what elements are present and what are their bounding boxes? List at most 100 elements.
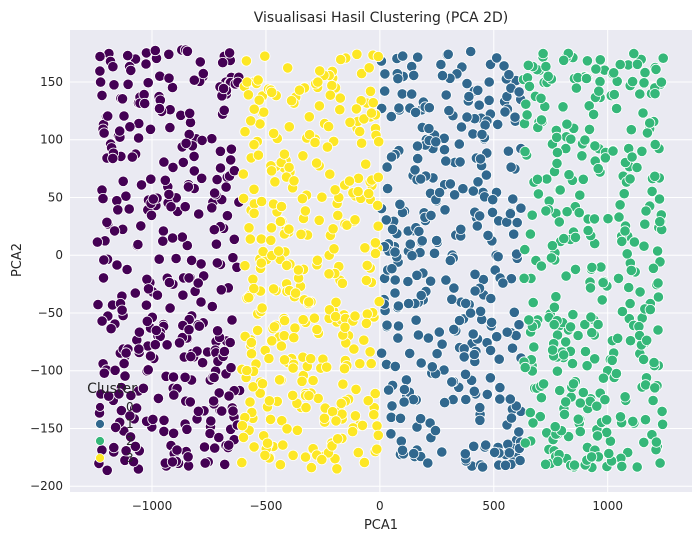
data-point xyxy=(182,451,194,463)
legend-marker xyxy=(95,402,105,412)
data-point xyxy=(484,372,496,384)
data-point xyxy=(526,209,538,221)
data-point xyxy=(287,362,299,374)
data-point xyxy=(308,312,320,324)
data-point xyxy=(275,200,288,213)
data-point xyxy=(289,322,301,334)
data-point xyxy=(117,175,129,187)
data-point xyxy=(631,161,643,174)
data-point xyxy=(520,98,532,110)
data-point xyxy=(599,394,611,406)
data-point xyxy=(602,213,614,225)
data-point xyxy=(139,97,151,110)
data-point xyxy=(183,324,195,336)
data-point xyxy=(120,347,132,359)
data-point xyxy=(618,188,630,200)
data-point xyxy=(278,354,291,366)
data-point xyxy=(268,321,280,333)
data-point xyxy=(372,50,384,63)
data-point xyxy=(535,114,548,126)
data-point xyxy=(245,348,258,360)
data-point xyxy=(327,223,339,235)
data-point xyxy=(537,47,549,60)
data-point xyxy=(163,276,175,289)
data-point xyxy=(349,214,361,226)
data-point xyxy=(360,274,372,286)
data-point xyxy=(551,146,564,159)
data-point xyxy=(606,354,618,366)
data-point xyxy=(305,461,317,474)
data-point xyxy=(567,308,579,321)
data-point xyxy=(656,405,668,417)
data-point xyxy=(184,107,196,119)
data-point xyxy=(634,286,646,298)
data-point xyxy=(394,412,407,424)
data-point xyxy=(116,93,129,105)
data-point xyxy=(125,389,137,402)
data-point xyxy=(652,277,664,289)
legend-marker xyxy=(95,436,105,446)
data-point xyxy=(550,291,562,303)
data-point xyxy=(428,247,441,259)
data-point xyxy=(610,102,623,115)
data-point xyxy=(168,389,180,401)
data-point xyxy=(141,273,153,285)
data-point xyxy=(439,204,451,216)
data-point xyxy=(402,297,415,310)
data-point xyxy=(127,456,140,468)
data-point xyxy=(297,314,309,326)
data-point xyxy=(142,364,154,376)
data-point xyxy=(243,222,255,234)
data-point xyxy=(523,80,536,93)
data-point xyxy=(118,110,130,122)
data-point xyxy=(657,52,669,64)
data-point xyxy=(223,390,235,402)
data-point xyxy=(236,456,248,469)
data-point xyxy=(247,381,259,393)
data-point xyxy=(537,378,550,390)
data-point xyxy=(438,144,451,156)
data-point xyxy=(253,94,265,106)
data-point xyxy=(415,173,427,185)
data-point xyxy=(574,189,586,201)
data-point xyxy=(534,410,546,423)
data-point xyxy=(473,99,485,111)
data-point xyxy=(373,136,385,148)
data-point xyxy=(601,414,613,426)
data-point xyxy=(101,216,113,228)
data-point xyxy=(354,125,366,138)
data-point xyxy=(610,367,623,380)
data-point xyxy=(585,451,598,463)
data-point xyxy=(499,459,512,471)
data-point xyxy=(414,413,427,425)
data-point xyxy=(225,362,237,374)
series-1 xyxy=(375,45,527,473)
data-point xyxy=(132,238,144,251)
y-tick-label: 50 xyxy=(48,190,63,204)
data-point xyxy=(358,113,370,125)
data-point xyxy=(613,211,625,223)
data-point xyxy=(457,183,469,195)
data-point xyxy=(619,225,631,237)
data-point xyxy=(506,342,519,354)
data-point xyxy=(363,62,375,74)
data-point xyxy=(283,223,295,235)
data-point xyxy=(239,260,251,272)
data-point xyxy=(554,184,566,196)
data-point xyxy=(108,441,120,454)
data-point xyxy=(467,328,479,340)
y-tick-label: −200 xyxy=(30,479,63,493)
data-point xyxy=(206,300,218,313)
data-point xyxy=(509,111,521,123)
data-point xyxy=(98,127,110,139)
data-point xyxy=(608,88,620,101)
data-point xyxy=(209,187,221,199)
data-point xyxy=(150,324,162,336)
data-point xyxy=(465,45,477,58)
data-point xyxy=(226,314,238,326)
data-point xyxy=(566,357,579,370)
data-point xyxy=(485,316,498,328)
data-point xyxy=(440,89,452,101)
data-point xyxy=(504,393,516,405)
data-point xyxy=(157,235,169,247)
